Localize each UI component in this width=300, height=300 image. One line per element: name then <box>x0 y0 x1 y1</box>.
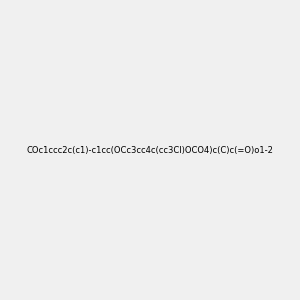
Text: COc1ccc2c(c1)-c1cc(OCc3cc4c(cc3Cl)OCO4)c(C)c(=O)o1-2: COc1ccc2c(c1)-c1cc(OCc3cc4c(cc3Cl)OCO4)c… <box>27 146 273 154</box>
